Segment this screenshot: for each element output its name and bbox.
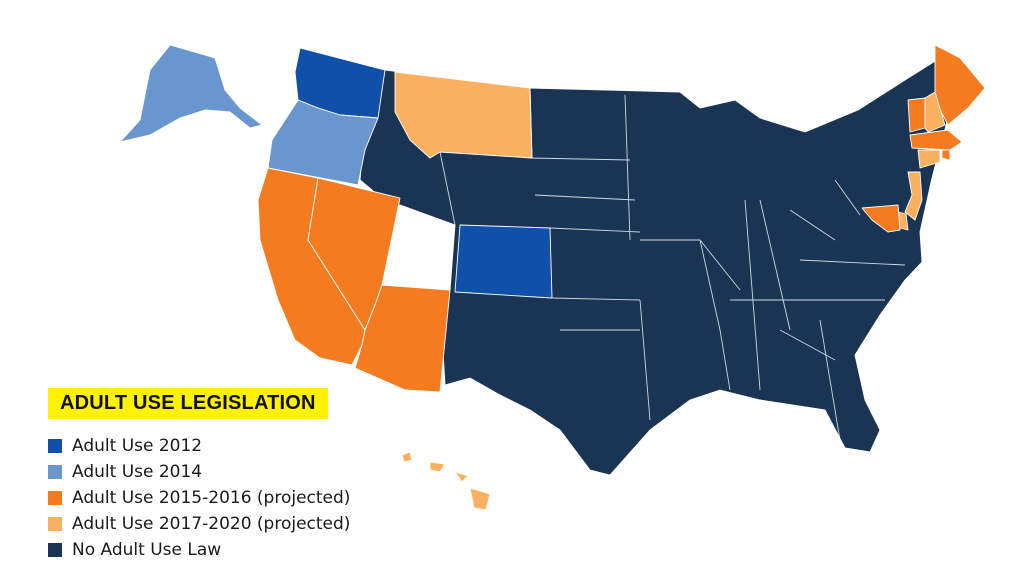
state-hawaii bbox=[401, 451, 491, 511]
legend-label-2017-2020: Adult Use 2017-2020 (projected) bbox=[72, 514, 351, 534]
legend-title: ADULT USE LEGISLATION bbox=[48, 388, 328, 419]
state-massachusetts bbox=[909, 129, 963, 151]
state-borders bbox=[399, 87, 906, 441]
legend-item-2015-2016: Adult Use 2015-2016 (projected) bbox=[48, 485, 350, 511]
state-new-jersey bbox=[904, 171, 923, 221]
legend-item-no-law: No Adult Use Law bbox=[48, 537, 350, 563]
state-rhode-island bbox=[941, 149, 951, 161]
state-maryland bbox=[861, 204, 901, 233]
legend-swatch-2015-2016 bbox=[48, 491, 62, 505]
state-vermont bbox=[907, 97, 926, 133]
legend-swatch-2017-2020 bbox=[48, 517, 62, 531]
state-maine bbox=[934, 44, 986, 126]
legend-label-2015-2016: Adult Use 2015-2016 (projected) bbox=[72, 488, 351, 508]
legend-swatch-2014 bbox=[48, 465, 62, 479]
legend-label-2014: Adult Use 2014 bbox=[72, 462, 203, 482]
legend-item-2012: Adult Use 2012 bbox=[48, 433, 350, 459]
legend-swatch-2012 bbox=[48, 439, 62, 453]
legend-item-2014: Adult Use 2014 bbox=[48, 459, 350, 485]
map-legend: ADULT USE LEGISLATION Adult Use 2012 Adu… bbox=[48, 388, 350, 563]
state-arizona bbox=[354, 284, 451, 393]
legend-swatch-no-law bbox=[48, 543, 62, 557]
state-montana bbox=[394, 71, 533, 159]
legend-list: Adult Use 2012 Adult Use 2014 Adult Use … bbox=[48, 433, 350, 563]
legend-label-no-law: No Adult Use Law bbox=[72, 540, 222, 560]
state-new-hampshire bbox=[924, 91, 946, 133]
legend-item-2017-2020: Adult Use 2017-2020 (projected) bbox=[48, 511, 350, 537]
state-oregon bbox=[267, 99, 379, 186]
legend-label-2012: Adult Use 2012 bbox=[72, 436, 203, 456]
state-connecticut bbox=[917, 149, 941, 169]
state-alaska bbox=[119, 44, 263, 143]
state-colorado bbox=[454, 224, 553, 299]
